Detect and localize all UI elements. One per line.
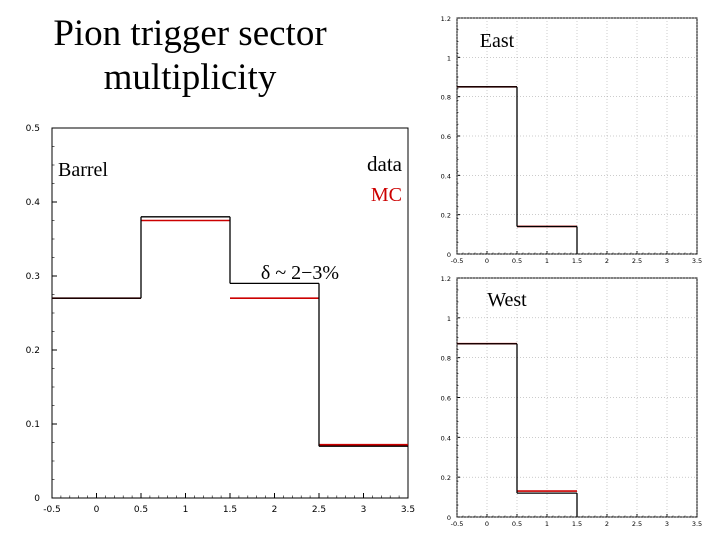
west-y-tick-label: 0 <box>447 514 451 522</box>
east-x-tick-label: 2.5 <box>632 257 642 265</box>
barrel-x-tick-label: 2.5 <box>312 505 326 515</box>
east-x-tick-label: 3.5 <box>692 257 702 265</box>
east-x-tick-label: 1 <box>545 257 549 265</box>
west-x-tick-label: 0.5 <box>512 520 522 528</box>
barrel-panel: -0.5 0 0.5 1 1.5 2 2.5 3 3.500.10.20.30.40.5Barr… <box>26 124 415 515</box>
east-y-tick-label: 0.6 <box>441 133 451 141</box>
west-y-tick-label: 0.4 <box>441 434 451 442</box>
west-y-tick-label: 1.2 <box>441 275 451 283</box>
west-y-tick-label: 1 <box>447 315 451 323</box>
west-y-tick-label: 0.2 <box>441 474 451 482</box>
west-y-tick-label: 0.8 <box>441 355 451 363</box>
east-x-tick-label: 3 <box>665 257 669 265</box>
west-x-tick-label: 3 <box>665 520 669 528</box>
east-x-tick-label: 0 <box>485 257 489 265</box>
west-x-tick-label: -0.5 <box>451 520 464 528</box>
slide-title: Pion trigger sector multiplicity <box>53 13 327 98</box>
east-y-tick-label: 0.8 <box>441 94 451 102</box>
west-x-tick-label: 2 <box>605 520 609 528</box>
west-x-tick-label: 1.5 <box>572 520 582 528</box>
east-x-tick-label: -0.5 <box>451 257 464 265</box>
barrel-annotation: data <box>367 152 403 176</box>
barrel-y-tick-label: 0.2 <box>26 346 40 356</box>
barrel-y-tick-label: 0.3 <box>26 272 40 282</box>
east-y-tick-label: 0 <box>447 251 451 259</box>
east-annotation: East <box>480 30 515 52</box>
west-y-tick-label: 0.6 <box>441 395 451 403</box>
barrel-x-tick-label: 3 <box>361 505 367 515</box>
west-x-tick-label: 2.5 <box>632 520 642 528</box>
barrel-y-tick-label: 0.4 <box>26 198 41 208</box>
east-y-tick-label: 1.2 <box>441 15 451 23</box>
barrel-x-tick-label: 0.5 <box>134 505 148 515</box>
west-panel: -0.5 0 0.5 1 1.5 2 2.5 3 3.500.20.40.60.811.2Wes… <box>441 275 703 528</box>
east-x-tick-label: 0.5 <box>512 257 522 265</box>
east-panel: -0.5 0 0.5 1 1.5 2 2.5 3 3.500.20.40.60.811.2Eas… <box>441 15 703 265</box>
barrel-x-tick-label: 3.5 <box>401 505 415 515</box>
east-y-tick-label: 0.2 <box>441 212 451 220</box>
barrel-y-tick-label: 0 <box>34 494 40 504</box>
barrel-annotation: MC <box>371 184 402 206</box>
barrel-annotation: δ ~ 2−3% <box>261 262 339 284</box>
barrel-x-tick-label: 1 <box>183 505 189 515</box>
east-x-tick-label: 1.5 <box>572 257 582 265</box>
east-y-tick-label: 1 <box>447 54 451 62</box>
west-annotation: West <box>487 289 527 311</box>
west-x-tick-label: 1 <box>545 520 549 528</box>
barrel-x-tick-label: -0.5 <box>43 505 61 515</box>
east-y-tick-label: 0.4 <box>441 172 451 180</box>
barrel-y-tick-label: 0.1 <box>26 420 40 430</box>
barrel-x-tick-label: 2 <box>272 505 278 515</box>
west-x-tick-label: 3.5 <box>692 520 702 528</box>
barrel-x-tick-label: 1.5 <box>223 505 237 515</box>
east-x-tick-label: 2 <box>605 257 609 265</box>
west-x-tick-label: 0 <box>485 520 489 528</box>
barrel-y-tick-label: 0.5 <box>26 124 40 134</box>
barrel-x-tick-label: 0 <box>94 505 100 515</box>
barrel-annotation: Barrel <box>58 159 108 181</box>
barrel-plot-frame <box>51 127 409 499</box>
